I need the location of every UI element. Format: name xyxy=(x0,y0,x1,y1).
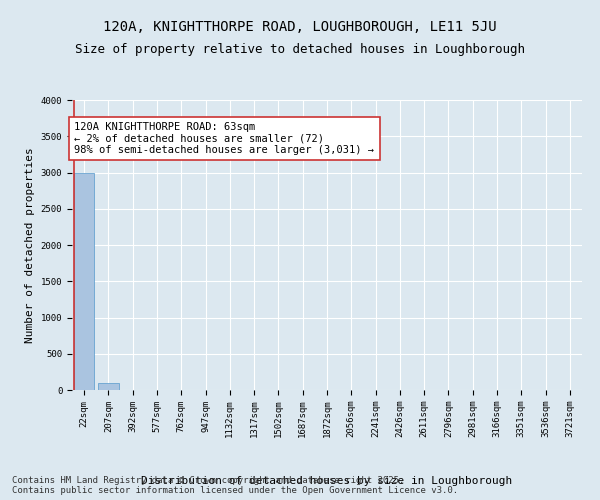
Y-axis label: Number of detached properties: Number of detached properties xyxy=(25,147,35,343)
Text: Size of property relative to detached houses in Loughborough: Size of property relative to detached ho… xyxy=(75,42,525,56)
Bar xyxy=(98,383,119,390)
Text: Contains HM Land Registry data © Crown copyright and database right 2025.
Contai: Contains HM Land Registry data © Crown c… xyxy=(12,476,458,495)
Text: 120A, KNIGHTTHORPE ROAD, LOUGHBOROUGH, LE11 5JU: 120A, KNIGHTTHORPE ROAD, LOUGHBOROUGH, L… xyxy=(103,20,497,34)
X-axis label: Distribution of detached houses by size in Loughborough: Distribution of detached houses by size … xyxy=(142,476,512,486)
Text: 120A KNIGHTTHORPE ROAD: 63sqm
← 2% of detached houses are smaller (72)
98% of se: 120A KNIGHTTHORPE ROAD: 63sqm ← 2% of de… xyxy=(74,122,374,155)
Bar xyxy=(74,172,94,390)
